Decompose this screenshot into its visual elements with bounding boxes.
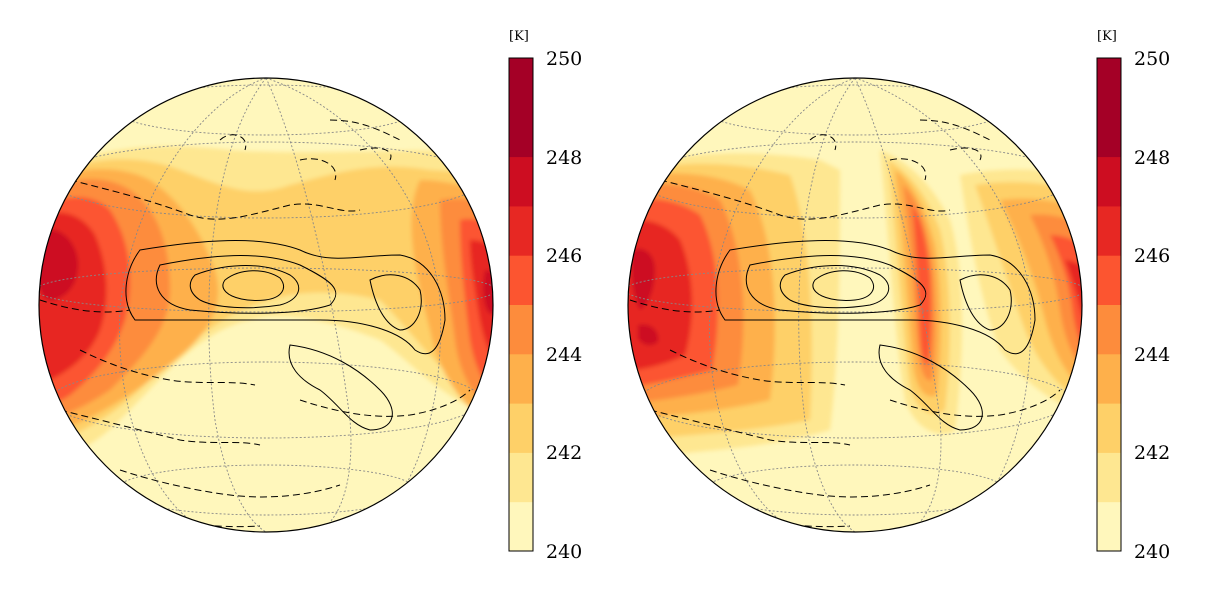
- colorbar-left-swatch-249: [509, 58, 533, 108]
- colorbar-left-swatch-243: [509, 353, 533, 404]
- colorbar-right-tick-250: 250: [1134, 48, 1170, 70]
- colorbar-right-swatch-248: [1097, 107, 1121, 158]
- colorbar-right-swatch-240: [1097, 501, 1121, 552]
- colorbar-left-swatches: [509, 58, 533, 552]
- colorbar-left: [K] 240 242 244 246 248 250: [508, 29, 582, 563]
- colorbar-right-tick-240: 240: [1134, 541, 1170, 563]
- colorbar-left-swatch-246: [509, 205, 533, 256]
- colorbar-left-tick-250: 250: [546, 48, 582, 70]
- colorbar-right-swatch-246: [1097, 205, 1121, 256]
- colorbar-right-swatch-243: [1097, 353, 1121, 404]
- colorbar-right-swatch-247: [1097, 156, 1121, 207]
- temperature-field-left: [39, 78, 493, 532]
- colorbar-right-tick-244: 244: [1134, 344, 1170, 366]
- colorbar-right-unit: [K]: [1097, 29, 1117, 44]
- colorbar-left-tick-242: 242: [546, 442, 582, 464]
- colorbar-left-swatch-241: [509, 452, 533, 503]
- colorbar-left-swatch-242: [509, 403, 533, 453]
- colorbar-left-tick-244: 244: [546, 344, 582, 366]
- colorbar-left-tick-246: 246: [546, 245, 582, 267]
- colorbar-left-tick-240: 240: [546, 541, 582, 563]
- colorbar-right: [K] 240 242 244 246 248 250: [1096, 29, 1170, 563]
- colorbar-right-tick-242: 242: [1134, 442, 1170, 464]
- colorbar-right-tick-248: 248: [1134, 147, 1170, 169]
- colorbar-right-swatch-249: [1097, 58, 1121, 108]
- globe-left: [38, 77, 494, 533]
- colorbar-right-frame: [1096, 57, 1122, 552]
- colorbar-right-swatch-245: [1097, 255, 1121, 305]
- colorbar-left-swatch-244: [509, 304, 533, 355]
- colorbar-left-tick-248: 248: [546, 147, 582, 169]
- colorbar-right-tick-246: 246: [1134, 245, 1170, 267]
- colorbar-right-swatch-244: [1097, 304, 1121, 355]
- colorbar-left-swatch-245: [509, 255, 533, 305]
- colorbar-left-swatch-240: [509, 501, 533, 552]
- colorbar-right-swatch-241: [1097, 452, 1121, 503]
- colorbar-left-frame: [508, 57, 534, 552]
- colorbar-left-ticks: 240 242 244 246 248 250: [546, 48, 582, 563]
- colorbar-left-unit: [K]: [509, 29, 529, 44]
- temperature-field-right: [628, 78, 1082, 532]
- colorbar-right-ticks: 240 242 244 246 248 250: [1134, 48, 1170, 563]
- colorbar-left-swatch-248: [509, 107, 533, 158]
- colorbar-right-swatches: [1097, 58, 1121, 552]
- globe-right: [627, 77, 1083, 533]
- colorbar-left-swatch-247: [509, 156, 533, 207]
- colorbar-right-swatch-242: [1097, 403, 1121, 453]
